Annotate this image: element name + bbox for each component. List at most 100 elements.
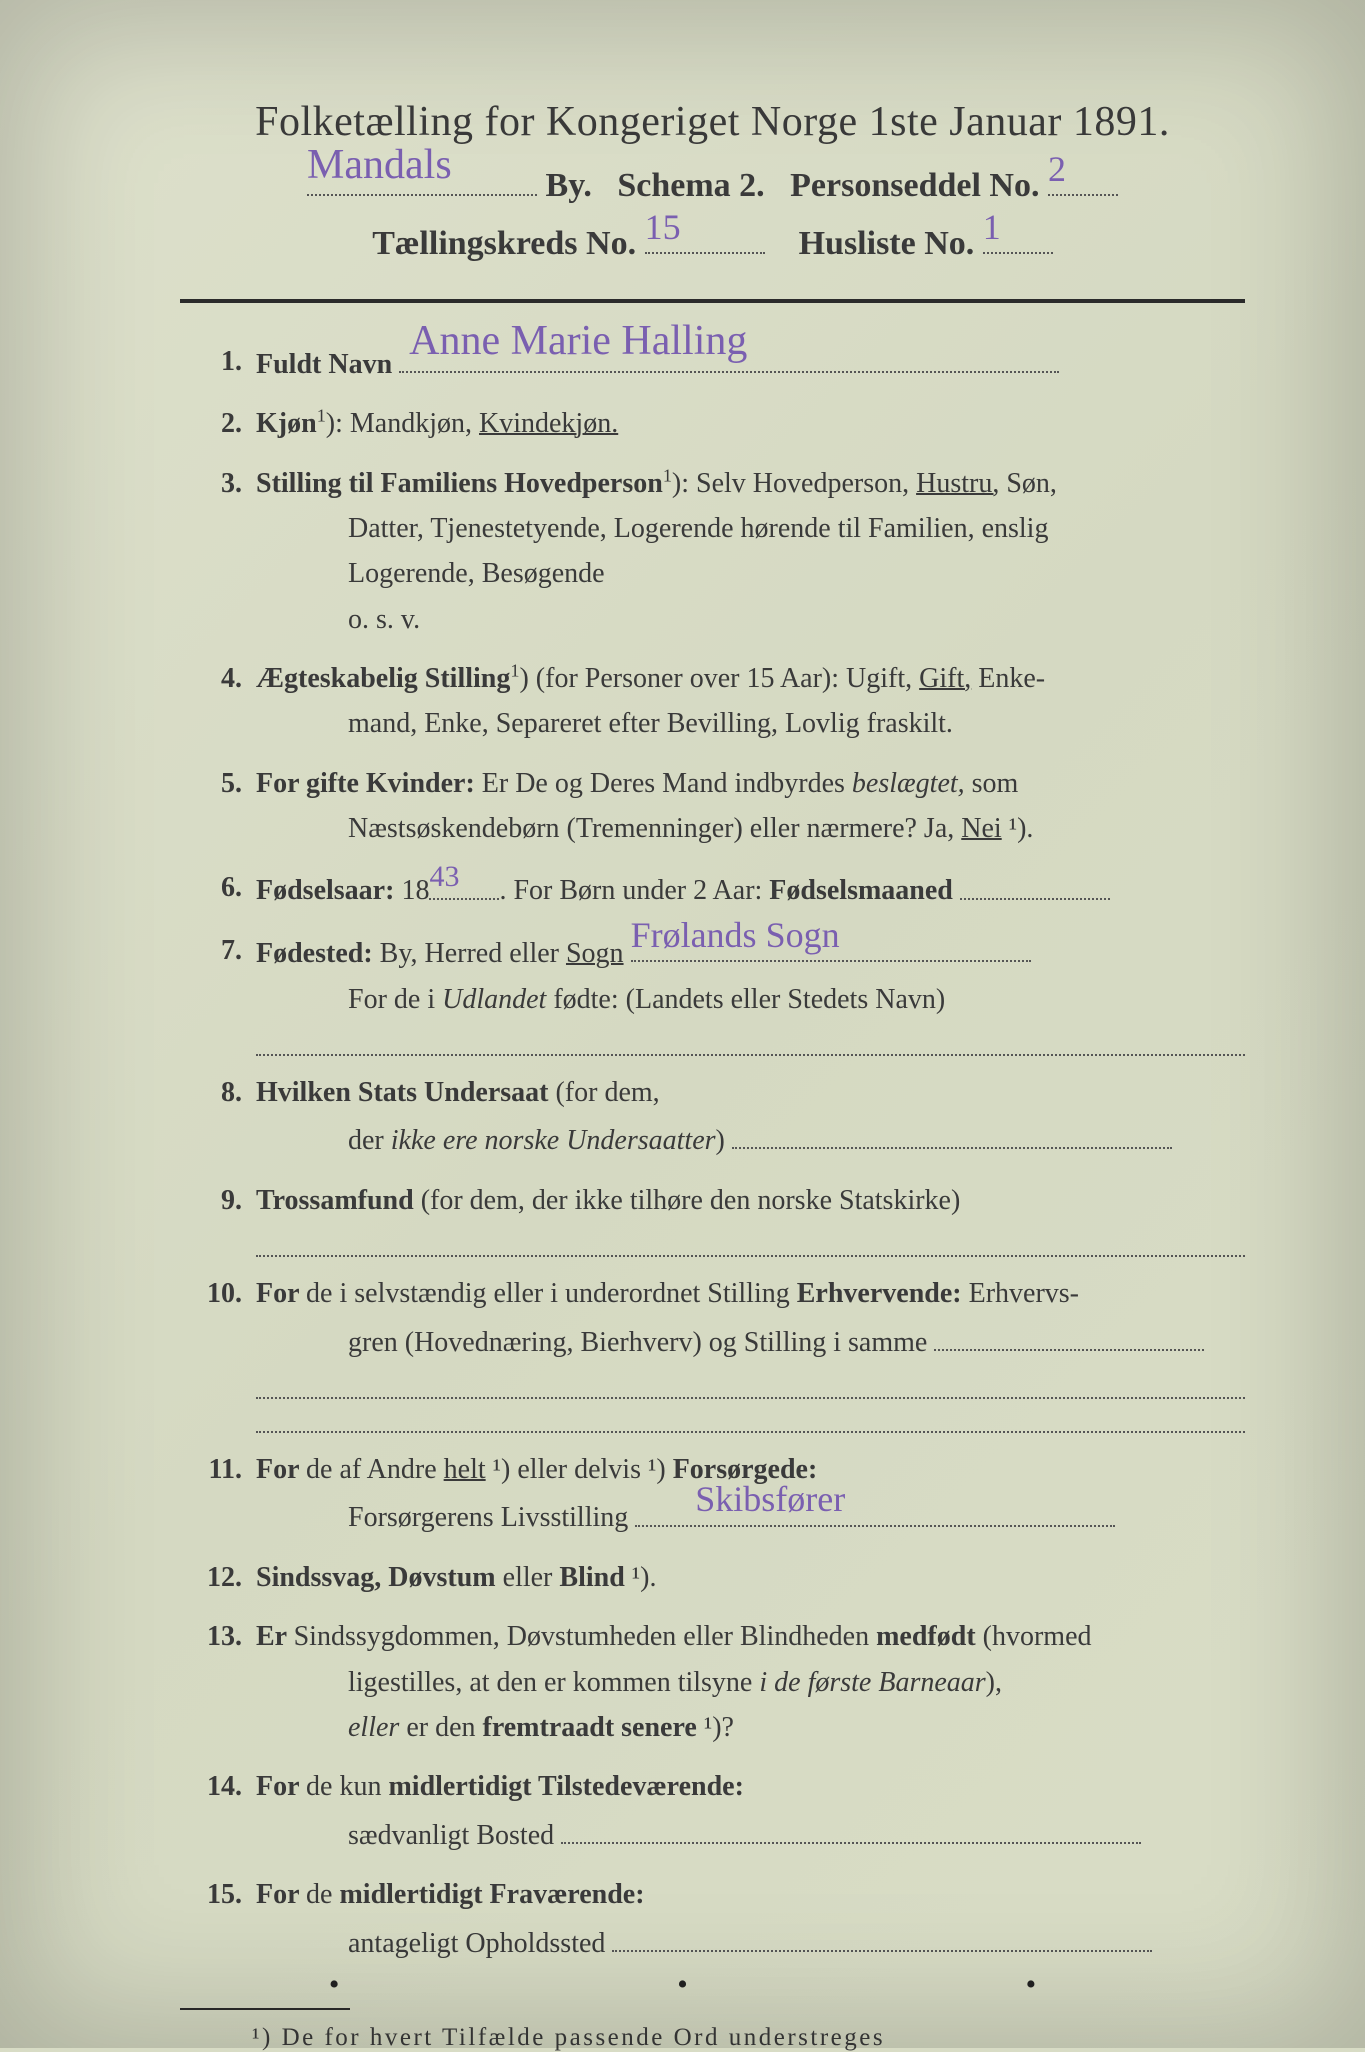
by-label: By. xyxy=(546,167,592,204)
item-number: 5. xyxy=(180,761,256,852)
text: ¹). xyxy=(625,1562,657,1593)
place-handwriting: Frølands Sogn xyxy=(631,906,840,964)
item-body: Ægteskabelig Stilling1) (for Personer ov… xyxy=(256,656,1245,747)
text: antageligt Opholdssted xyxy=(348,1928,605,1959)
husliste-label: Husliste No. xyxy=(799,225,975,262)
ital: Udlandet xyxy=(442,984,546,1015)
label: Fødested: xyxy=(256,938,373,969)
year-handwriting: 43 xyxy=(429,853,459,902)
text: Selv Hovedperson, xyxy=(696,468,916,499)
item-body: For gifte Kvinder: Er De og Deres Mand i… xyxy=(256,761,1245,852)
provider-handwriting: Skibsfører xyxy=(695,1470,845,1528)
text: . For Børn under 2 Aar: xyxy=(499,876,769,907)
label: Stilling til Familiens Hovedperson xyxy=(256,468,663,499)
personseddel-handwriting: 2 xyxy=(1048,142,1066,198)
cont: Datter, Tjenestetyende, Logerende hørend… xyxy=(256,506,1245,551)
text: de i selvstændig eller i underordnet Sti… xyxy=(306,1278,797,1309)
bottom-marks: • • • xyxy=(0,1968,1365,2002)
text: Mandkjøn, xyxy=(350,408,479,439)
by-handwriting: Mandals xyxy=(307,133,452,198)
item-number: 6. xyxy=(180,865,256,914)
footnote-rule xyxy=(180,2008,350,2010)
text: (hvormed xyxy=(976,1621,1092,1652)
ital: beslægtet, xyxy=(852,768,965,799)
text: Enke- xyxy=(971,663,1045,694)
label2: midlertidigt Fraværende: xyxy=(339,1879,644,1910)
text: de xyxy=(306,1879,339,1910)
item-number: 10. xyxy=(180,1271,256,1433)
label: Sindssvag, Døvstum xyxy=(256,1562,496,1593)
item-14: 14. For de kun midlertidigt Tilstedevære… xyxy=(180,1764,1245,1858)
cont: Logerende, Besøgende xyxy=(256,551,1245,596)
cont: sædvanligt Bosted xyxy=(256,1810,1245,1859)
item-body: For de af Andre helt ¹) eller delvis ¹) … xyxy=(256,1447,1245,1541)
item-body: Er Sindssygdommen, Døvstumheden eller Bl… xyxy=(256,1614,1245,1750)
dotted-line xyxy=(256,1371,1245,1399)
item-8: 8. Hvilken Stats Undersaat (for dem, der… xyxy=(180,1070,1245,1164)
cont: mand, Enke, Separeret efter Bevilling, L… xyxy=(256,701,1245,746)
item-body: Hvilken Stats Undersaat (for dem, der ik… xyxy=(256,1070,1245,1164)
label3: fremtraadt senere xyxy=(483,1712,697,1743)
ital: i de første Barneaar xyxy=(759,1667,985,1698)
underlined: Hustru, xyxy=(916,468,999,499)
text: er den xyxy=(399,1712,482,1743)
label: For xyxy=(256,1454,306,1485)
text: som xyxy=(965,768,1019,799)
item-body: Kjøn1): Mandkjøn, Kvindekjøn. xyxy=(256,401,1245,446)
year-field: 43 xyxy=(429,865,499,899)
item-13: 13. Er Sindssygdommen, Døvstumheden elle… xyxy=(180,1614,1245,1750)
text: de kun xyxy=(306,1771,388,1802)
provider-field: Skibsfører xyxy=(635,1492,1115,1526)
text: Næstsøskendebørn (Tremenninger) eller næ… xyxy=(348,813,961,844)
dotted-line xyxy=(256,1405,1245,1433)
husliste-handwriting: 1 xyxy=(983,200,1001,256)
kreds-label: Tællingskreds No. xyxy=(372,225,636,262)
by-field: Mandals xyxy=(307,155,537,196)
item-number: 8. xyxy=(180,1070,256,1164)
label2: Fødselsmaaned xyxy=(769,876,953,907)
text: (for dem, xyxy=(548,1077,659,1108)
place-field: Frølands Sogn xyxy=(631,928,1031,962)
text: ), xyxy=(986,1667,1002,1698)
text: eller xyxy=(496,1562,560,1593)
text: der xyxy=(348,1125,391,1156)
item-10: 10. For de i selvstændig eller i underor… xyxy=(180,1271,1245,1433)
item-body: Fødested: By, Herred eller Sogn Frølands… xyxy=(256,928,1245,1056)
text: ¹)? xyxy=(697,1712,734,1743)
paren: (for Personer over 15 Aar): xyxy=(529,663,846,694)
year-prefix: 18 xyxy=(401,876,429,907)
field xyxy=(732,1115,1172,1149)
text: Søn, xyxy=(999,468,1057,499)
item-number: 2. xyxy=(180,401,256,446)
cont: eller er den fremtraadt senere ¹)? xyxy=(256,1705,1245,1750)
text: ) xyxy=(716,1125,725,1156)
item-body: Fuldt Navn Anne Marie Halling xyxy=(256,339,1245,388)
label: Hvilken Stats xyxy=(256,1077,424,1108)
item-5: 5. For gifte Kvinder: Er De og Deres Man… xyxy=(180,761,1245,852)
text: ligestilles, at den er kommen tilsyne xyxy=(348,1667,759,1698)
text: Sindssygdommen, Døvstumheden eller Blind… xyxy=(294,1621,877,1652)
item-1: 1. Fuldt Navn Anne Marie Halling xyxy=(180,339,1245,388)
form-subtitle-2: Tællingskreds No. 15 Husliste No. 1 xyxy=(180,213,1245,271)
label: Fuldt Navn xyxy=(256,349,392,380)
name-field: Anne Marie Halling xyxy=(399,339,1059,373)
field xyxy=(934,1317,1204,1351)
kreds-handwriting: 15 xyxy=(645,200,681,256)
text: de af Andre xyxy=(306,1454,444,1485)
schema-label: Schema 2. xyxy=(617,167,764,204)
form-items: 1. Fuldt Navn Anne Marie Halling 2. Kjøn… xyxy=(180,339,1245,1967)
label2: midlertidigt Tilstedeværende: xyxy=(388,1771,743,1802)
month-field xyxy=(960,865,1110,899)
personseddel-label: Personseddel No. xyxy=(790,167,1039,204)
personseddel-field: 2 xyxy=(1048,155,1118,196)
item-body: For de kun midlertidigt Tilstedeværende:… xyxy=(256,1764,1245,1858)
ital: eller xyxy=(348,1712,399,1743)
text: (for dem, der ikke tilhøre den norske St… xyxy=(414,1185,961,1216)
text: Ugift, xyxy=(846,663,919,694)
cont: o. s. v. xyxy=(256,597,1245,642)
dotted-line xyxy=(256,1028,1245,1056)
underlined: Sogn xyxy=(566,938,624,969)
ital: ikke ere norske Undersaatter xyxy=(391,1125,716,1156)
cont: Næstsøskendebørn (Tremenninger) eller næ… xyxy=(256,806,1245,851)
husliste-field: 1 xyxy=(983,213,1053,254)
